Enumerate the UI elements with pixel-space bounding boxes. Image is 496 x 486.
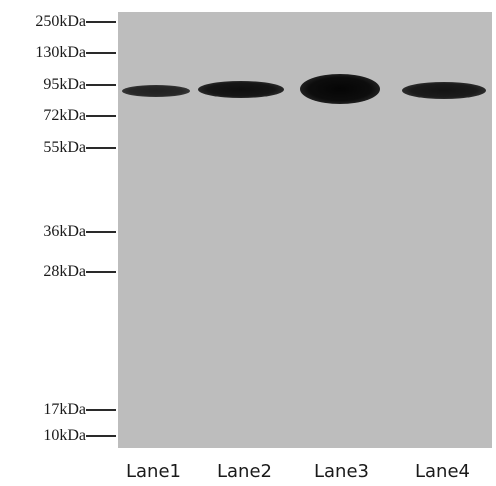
marker-tick-17 xyxy=(86,409,116,411)
marker-label-55: 55kDa xyxy=(43,139,86,156)
marker-tick-55 xyxy=(86,147,116,149)
lane-label-1: Lane1 xyxy=(126,461,181,482)
marker-tick-28 xyxy=(86,271,116,273)
lane-label-3: Lane3 xyxy=(314,461,369,482)
band-lane-1 xyxy=(122,85,190,97)
band-lane-4 xyxy=(402,82,486,99)
band-lane-2 xyxy=(198,81,284,98)
marker-tick-10 xyxy=(86,435,116,437)
marker-tick-250 xyxy=(86,21,116,23)
lane-label-4: Lane4 xyxy=(415,461,470,482)
lane-label-2: Lane2 xyxy=(217,461,272,482)
marker-label-28: 28kDa xyxy=(43,263,86,280)
marker-label-10: 10kDa xyxy=(43,427,86,444)
marker-tick-36 xyxy=(86,231,116,233)
blot-membrane xyxy=(118,12,492,448)
band-lane-3 xyxy=(300,74,380,104)
marker-label-36: 36kDa xyxy=(43,223,86,240)
marker-tick-95 xyxy=(86,84,116,86)
marker-label-17: 17kDa xyxy=(43,401,86,418)
marker-tick-130 xyxy=(86,52,116,54)
marker-label-250: 250kDa xyxy=(35,13,86,30)
marker-label-72: 72kDa xyxy=(43,107,86,124)
marker-tick-72 xyxy=(86,115,116,117)
marker-label-95: 95kDa xyxy=(43,76,86,93)
marker-label-130: 130kDa xyxy=(35,44,86,61)
